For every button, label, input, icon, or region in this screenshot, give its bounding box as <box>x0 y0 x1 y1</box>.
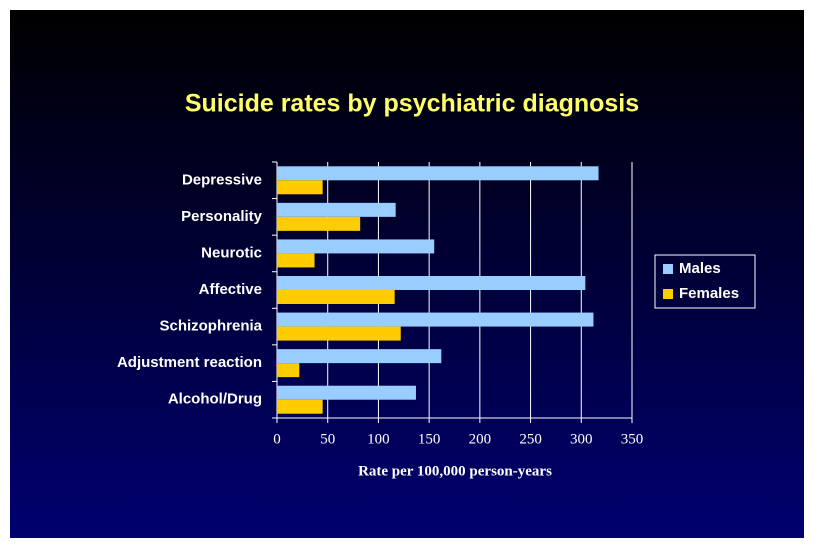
x-tick-label: 100 <box>367 431 390 447</box>
x-tick-label: 0 <box>273 431 281 447</box>
x-tick-label: 150 <box>418 431 441 447</box>
x-tick-label: 200 <box>469 431 492 447</box>
x-tick-label: 250 <box>519 431 542 447</box>
legend-swatch <box>663 289 673 299</box>
y-tick-label: Neurotic <box>201 244 262 261</box>
bar <box>277 216 361 231</box>
bar <box>277 312 594 327</box>
bar <box>277 253 315 268</box>
x-tick-label: 300 <box>570 431 593 447</box>
y-tick-label: Personality <box>181 208 263 225</box>
bar <box>277 276 586 290</box>
legend-box <box>654 254 756 309</box>
bar <box>277 166 599 181</box>
bar <box>277 180 323 195</box>
bar <box>277 326 401 341</box>
bar <box>277 239 435 254</box>
bar <box>277 385 416 400</box>
bar <box>277 202 396 217</box>
bar <box>277 363 300 378</box>
y-tick-label: Affective <box>199 281 262 298</box>
x-axis-label: Rate per 100,000 person-years <box>358 463 552 479</box>
legend-swatch <box>663 264 673 274</box>
chart-title: Suicide rates by psychiatric diagnosis <box>185 90 639 118</box>
y-tick-label: Adjustment reaction <box>117 354 262 371</box>
x-tick-label: 350 <box>621 431 644 447</box>
bar <box>277 349 442 364</box>
y-tick-label: Alcohol/Drug <box>168 391 262 408</box>
legend-label: Males <box>679 260 721 277</box>
x-tick-label: 50 <box>320 431 335 447</box>
y-tick-label: Depressive <box>182 171 262 188</box>
bar <box>277 399 323 414</box>
bar <box>277 290 395 304</box>
y-tick-label: Schizophrenia <box>159 318 262 335</box>
legend-label: Females <box>679 285 739 302</box>
